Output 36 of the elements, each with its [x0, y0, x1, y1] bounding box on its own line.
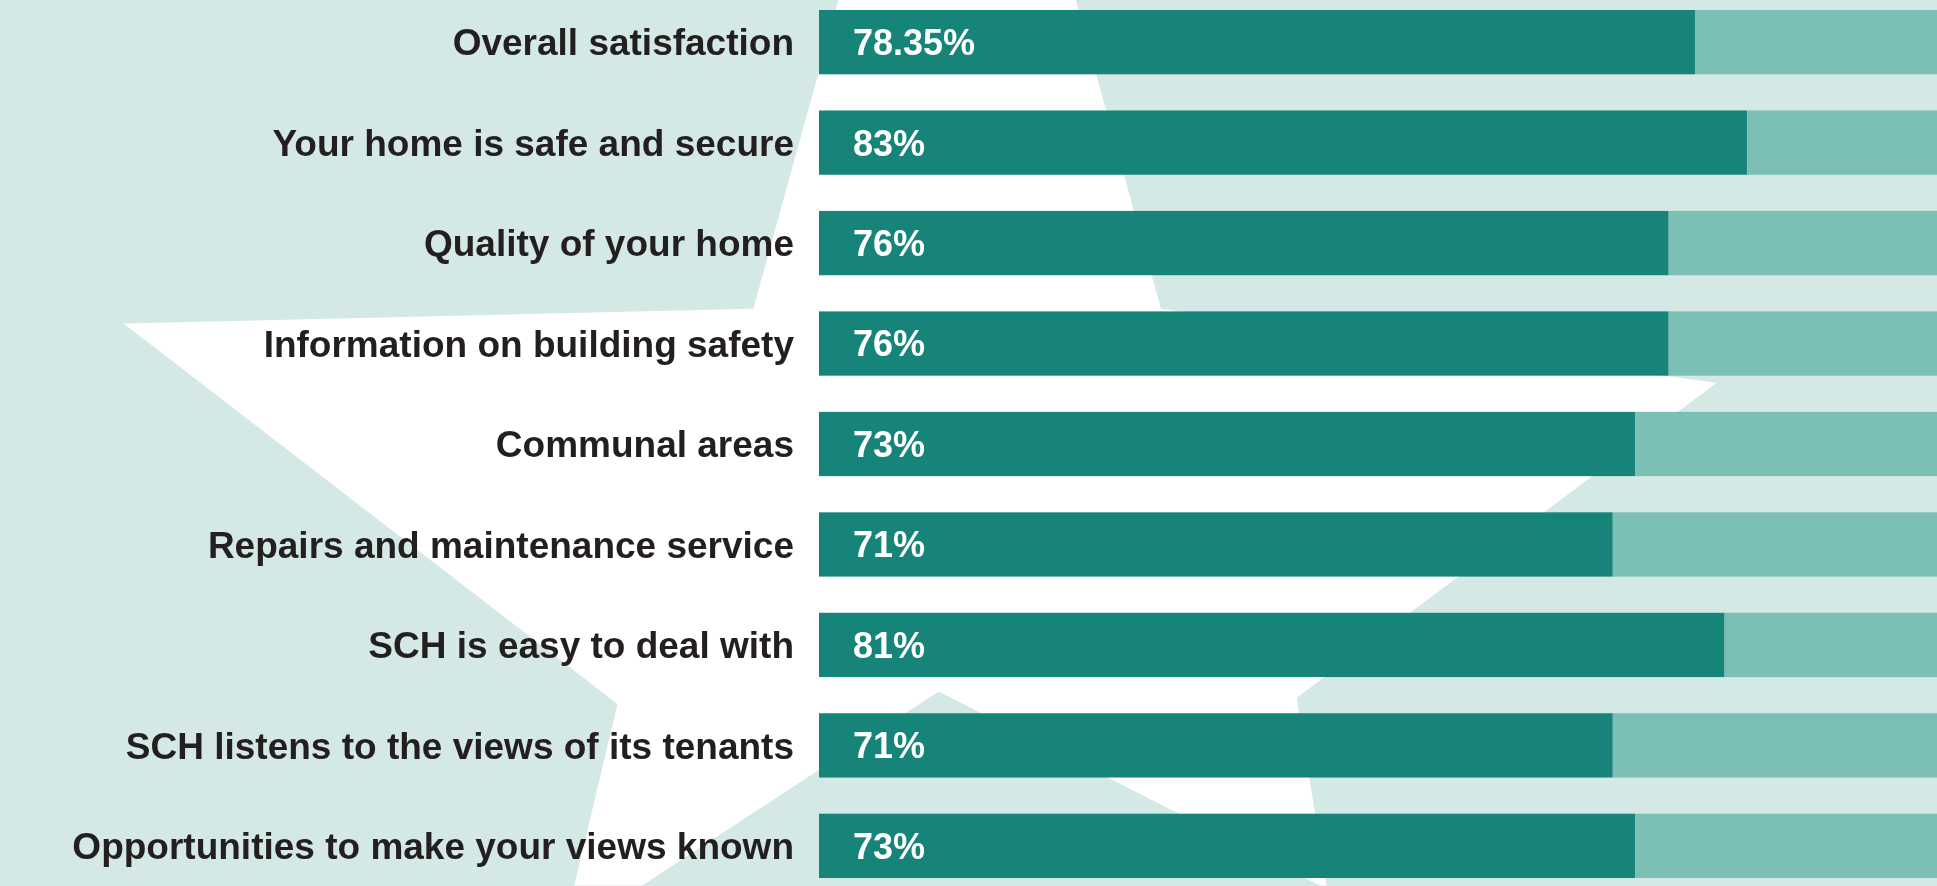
y-tick-label: Communal areas — [495, 424, 794, 466]
bar — [819, 512, 1613, 577]
bar — [819, 10, 1695, 75]
y-tick-label: Your home is safe and secure — [272, 122, 794, 164]
bar — [819, 210, 1669, 276]
bar — [1746, 110, 1937, 175]
bar — [1635, 813, 1937, 878]
data-label: 76% — [853, 223, 926, 265]
data-label: 76% — [853, 323, 926, 365]
y-tick-label: SCH listens to the views of its tenants — [125, 725, 794, 767]
bar — [819, 612, 1725, 678]
data-label: 83% — [853, 122, 926, 164]
data-label: 73% — [853, 423, 926, 465]
bar — [819, 813, 1636, 878]
data-label: 73% — [853, 825, 926, 867]
data-label: 81% — [853, 624, 926, 666]
data-label: 71% — [853, 725, 926, 767]
bar — [1612, 713, 1937, 778]
bar — [1635, 411, 1937, 477]
bar — [819, 311, 1669, 376]
bar — [1668, 311, 1937, 376]
bar — [1694, 10, 1937, 75]
y-tick-label: Quality of your home — [423, 223, 794, 265]
data-label: 71% — [853, 524, 926, 566]
y-tick-label: Information on building safety — [263, 323, 795, 365]
bar — [819, 411, 1636, 477]
bar — [819, 110, 1747, 175]
data-label: 78.35% — [853, 22, 976, 64]
y-tick-label: Repairs and maintenance service — [207, 524, 794, 566]
bar — [1724, 612, 1937, 678]
bar — [1668, 210, 1937, 276]
bar — [1612, 512, 1937, 577]
y-tick-label: Overall satisfaction — [452, 22, 794, 64]
y-tick-label: SCH is easy to deal with — [368, 625, 794, 667]
y-tick-label: Opportunities to make your views known — [72, 826, 794, 868]
bar — [819, 713, 1613, 778]
